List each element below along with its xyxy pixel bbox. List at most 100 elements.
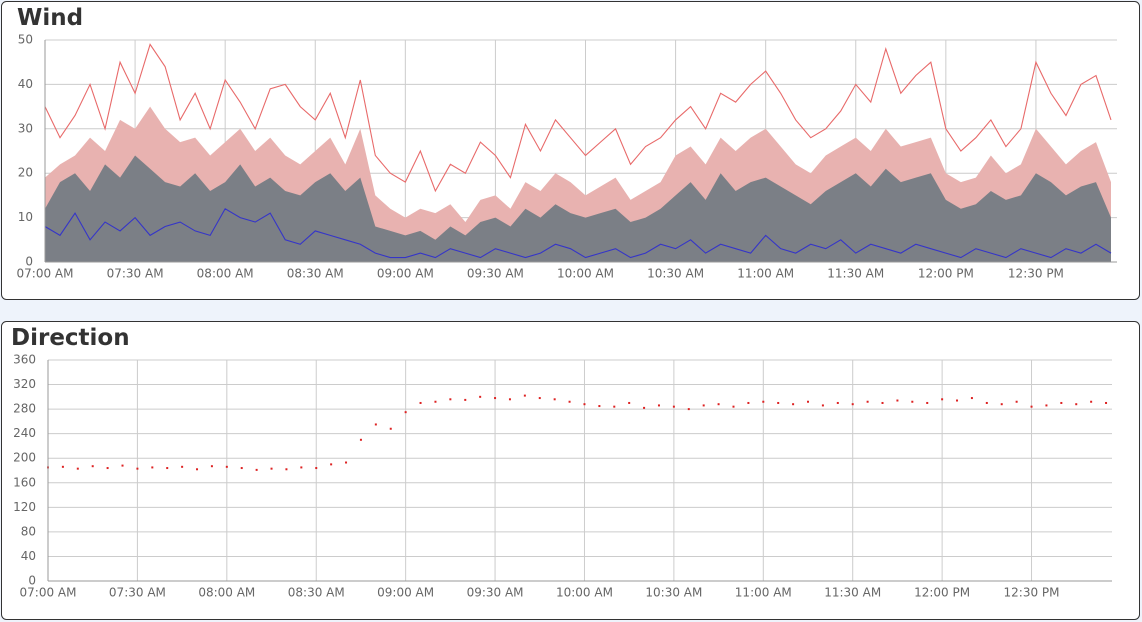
direction-point [1090, 400, 1093, 403]
direction-point [389, 427, 392, 430]
direction-point [136, 467, 139, 470]
y-tick-label: 240 [13, 426, 36, 440]
direction-point [941, 398, 944, 401]
direction-point [1060, 401, 1063, 404]
direction-point [330, 463, 333, 466]
direction-point [926, 401, 929, 404]
direction-point [315, 467, 318, 470]
direction-point [851, 403, 854, 406]
x-tick-label: 09:30 AM [467, 586, 524, 600]
y-tick-label: 10 [18, 210, 33, 224]
y-tick-label: 40 [18, 77, 33, 91]
chart-title: Direction [11, 325, 130, 351]
x-tick-label: 12:30 PM [1008, 267, 1064, 281]
y-tick-label: 200 [13, 451, 36, 465]
direction-point [881, 401, 884, 404]
direction-point [523, 394, 526, 397]
direction-point [434, 400, 437, 403]
y-tick-label: 0 [25, 255, 33, 269]
y-tick-label: 30 [18, 121, 33, 135]
direction-point [91, 465, 94, 468]
x-tick-label: 12:00 PM [914, 586, 970, 600]
direction-point [1075, 403, 1078, 406]
direction-point [836, 401, 839, 404]
x-tick-label: 07:30 AM [107, 267, 164, 281]
direction-point [1030, 405, 1033, 408]
x-tick-label: 12:00 PM [918, 267, 974, 281]
x-tick-label: 12:30 PM [1004, 586, 1060, 600]
y-tick-label: 320 [13, 377, 36, 391]
x-tick-label: 10:30 AM [645, 586, 702, 600]
direction-point [419, 401, 422, 404]
direction-point [494, 397, 497, 400]
direction-point [553, 398, 556, 401]
x-tick-label: 10:30 AM [647, 267, 704, 281]
direction-point [792, 403, 795, 406]
direction-point [106, 467, 109, 470]
direction-point [285, 468, 288, 471]
direction-point [181, 465, 184, 468]
x-tick-label: 09:00 AM [377, 267, 434, 281]
direction-point [121, 464, 124, 467]
direction-point [687, 408, 690, 411]
x-tick-label: 07:00 AM [20, 586, 77, 600]
y-tick-label: 50 [18, 33, 33, 47]
x-tick-label: 08:00 AM [197, 267, 254, 281]
direction-point [777, 401, 780, 404]
direction-point [1015, 400, 1018, 403]
direction-point [747, 401, 750, 404]
x-tick-label: 11:00 AM [737, 267, 794, 281]
direction-point [866, 400, 869, 403]
x-tick-label: 08:00 AM [198, 586, 255, 600]
direction-point [76, 467, 79, 470]
x-tick-label: 11:30 AM [827, 267, 884, 281]
x-tick-label: 08:30 AM [287, 267, 344, 281]
y-tick-label: 40 [21, 549, 36, 563]
x-tick-label: 11:30 AM [824, 586, 881, 600]
direction-point [896, 399, 899, 402]
wind-line [44, 207, 1112, 259]
direction-point [345, 461, 348, 464]
direction-point [1000, 403, 1003, 406]
direction-point [717, 403, 720, 406]
y-tick-label: 80 [21, 524, 36, 538]
direction-point [657, 404, 660, 407]
direction-point [61, 465, 64, 468]
direction-point [628, 401, 631, 404]
direction-point [702, 404, 705, 407]
y-tick-label: 20 [18, 166, 33, 180]
direction-point [508, 398, 511, 401]
direction-point [538, 397, 541, 400]
direction-point [240, 467, 243, 470]
direction-point [210, 465, 213, 468]
direction-point [166, 467, 169, 470]
x-tick-label: 11:00 AM [735, 586, 792, 600]
direction-point [762, 400, 765, 403]
direction-point [359, 438, 362, 441]
direction-point [1105, 401, 1108, 404]
direction-point [598, 405, 601, 408]
direction-point [613, 405, 616, 408]
direction-point [970, 397, 973, 400]
x-tick-label: 09:30 AM [467, 267, 524, 281]
direction-point [1045, 404, 1048, 407]
x-tick-label: 08:30 AM [288, 586, 345, 600]
direction-point [643, 406, 646, 409]
wind-line [44, 43, 1112, 193]
x-tick-label: 10:00 AM [557, 267, 614, 281]
direction-point [300, 466, 303, 469]
x-tick-label: 09:00 AM [377, 586, 434, 600]
direction-point [196, 468, 199, 471]
direction-point [404, 411, 407, 414]
direction-panel [1, 321, 1140, 620]
direction-point [956, 399, 959, 402]
y-tick-label: 160 [13, 475, 36, 489]
direction-point [985, 401, 988, 404]
x-tick-label: 10:00 AM [556, 586, 613, 600]
direction-point [583, 403, 586, 406]
direction-point [672, 405, 675, 408]
direction-point [270, 467, 273, 470]
direction-point [911, 400, 914, 403]
direction-point [255, 468, 258, 471]
direction-point [464, 398, 467, 401]
